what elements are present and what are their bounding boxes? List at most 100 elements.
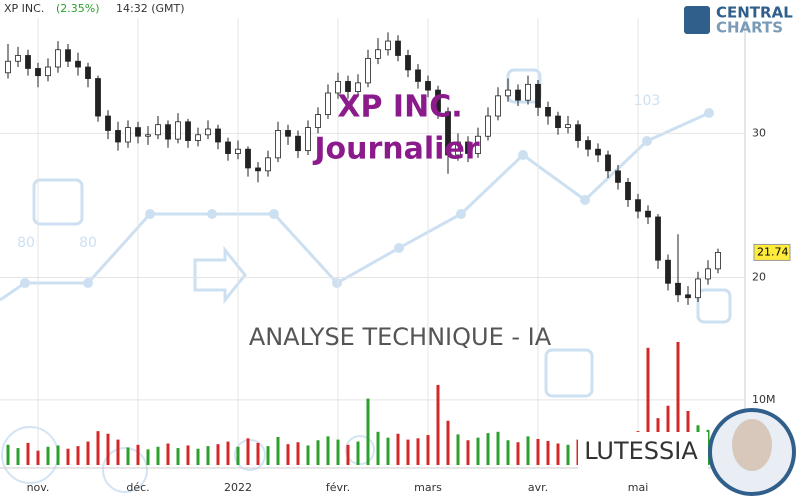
candle-body [15,55,21,62]
volume-bar [116,439,120,465]
candle-body [265,157,271,172]
y-tick-label: 20 [752,271,766,284]
candle-body [65,49,71,62]
candle-body [235,148,241,154]
candle-body [155,124,161,136]
candle-body [205,128,211,136]
volume-bar [146,449,150,465]
deco-icon [544,348,594,398]
volume-bar [206,446,210,465]
candle-body [25,55,31,69]
volume-bar [306,445,310,465]
chart-subtitle: Journalier [312,132,479,167]
volume-bar [76,446,80,465]
deco-dots [20,108,714,288]
deco-icon [696,288,732,324]
volume-bar [526,436,530,465]
volume-bar [6,444,10,465]
volume-bar [276,437,280,465]
volume-bar [546,440,550,465]
volume-bar [176,448,180,465]
candle-body [85,66,91,79]
logo-text: CENTRAL [716,4,793,22]
candle-body [585,140,591,150]
candle-body [215,128,221,143]
candle-body [655,216,661,261]
volume-bar [256,442,260,465]
volume-bar [556,443,560,465]
candle-body [125,127,131,143]
x-tick-label: déc. [126,481,149,494]
volume-bar [496,431,500,465]
candle-body [285,130,291,137]
volume-bar [476,437,480,465]
candle-body [105,115,111,131]
candle-body [475,135,481,154]
volume-bar [56,445,60,465]
volume-bar [226,441,230,465]
candle-body [75,60,81,68]
brand-box [578,432,708,472]
volume-bar [186,445,190,465]
x-tick-label: févr. [326,481,350,494]
deco-number: 80 [17,235,35,251]
volume-bar [406,439,410,465]
volume-bar [416,438,420,465]
volume-bar [86,441,90,465]
candle-body [715,252,721,270]
volume-bar [236,446,240,465]
x-tick-label: 2022 [224,481,252,494]
logo-text: CHARTS [716,19,783,37]
candle-body [545,106,551,117]
x-tick-label: mars [414,481,442,494]
volume-bar [486,433,490,465]
volume-bar [536,438,540,465]
volume-bar [356,441,360,465]
candle-body [225,141,231,154]
volume-bar [326,436,330,465]
candle-body [135,127,141,137]
volume-bar [506,440,510,465]
deco-number: 103 [634,93,661,109]
candle-body [395,40,401,56]
candle-body [505,89,511,97]
candle-body [405,55,411,71]
volume-bar [456,434,460,465]
volume-bar [46,446,50,465]
candle-body [365,57,371,84]
chart-title: XP INC. [337,90,462,125]
candle-body [455,141,461,156]
candle-body [495,95,501,117]
candle-body [245,148,251,169]
candle-body [35,68,41,77]
avatar-face [732,419,772,471]
candle-body [465,141,471,154]
volume-bar [36,450,40,465]
deco-number: 80 [79,235,97,251]
last-price-box [753,243,791,261]
volume-bar [296,442,300,465]
candle-body [345,81,351,92]
volume-bar [516,442,520,465]
volume-bar [646,347,650,465]
candle-body [615,170,621,183]
candle-body [415,69,421,82]
candle-body [355,82,361,92]
volume-bar [386,437,390,465]
candle-body [435,89,441,113]
volume-bar [216,444,220,465]
volume-bar [376,431,380,465]
candle-body [525,83,531,101]
candle-body [375,49,381,59]
candle-body [695,278,701,299]
deco-line [0,111,710,302]
volume-bar [196,448,200,465]
candle-body [485,115,491,137]
candle-body [295,135,301,152]
hex-decoration [1,426,375,493]
volume-bar [466,440,470,465]
volume-bar [566,444,570,465]
candle-body [145,134,151,137]
candle-body [175,121,181,140]
